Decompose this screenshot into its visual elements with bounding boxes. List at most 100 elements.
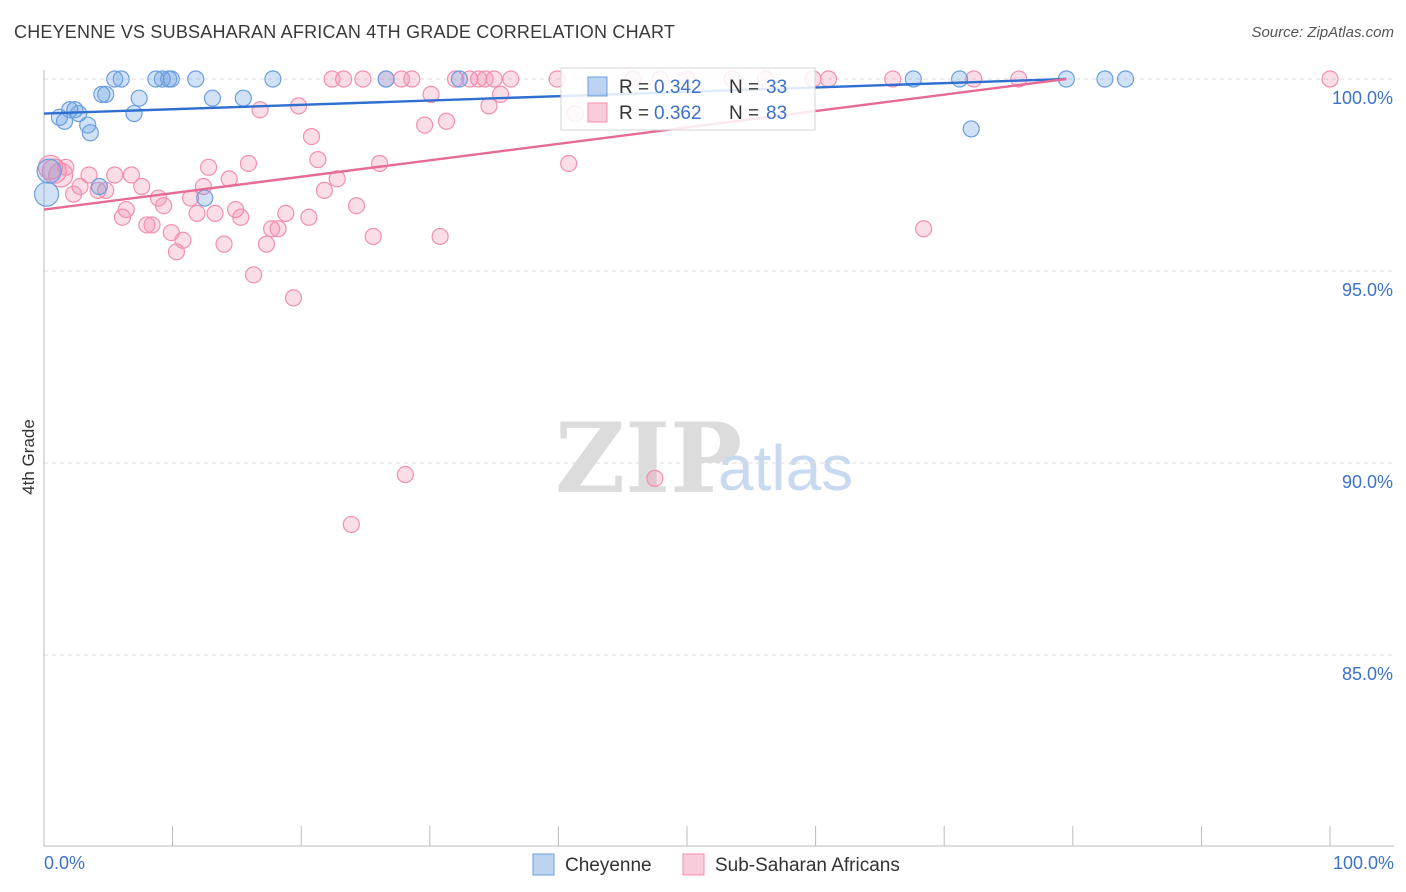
y-tick-label-3: 85.0% xyxy=(1342,664,1393,684)
cheyenne-point-14 xyxy=(125,104,143,123)
subsaharan-point-81 xyxy=(1321,70,1339,88)
cheyenne-point-29 xyxy=(962,120,980,138)
legend-swatch-subsaharan-bottom xyxy=(682,853,705,876)
legend-n-value-cheyenne: 33 xyxy=(766,77,787,98)
cheyenne-trend-line xyxy=(43,77,1067,115)
legend-label-subsaharan: Sub-Saharan Africans xyxy=(715,855,900,876)
x-tick-label-min: 0.0% xyxy=(44,853,85,873)
legend-swatch-cheyenne xyxy=(587,76,608,97)
cheyenne-point-23 xyxy=(234,89,252,107)
subsaharan-point-80 xyxy=(1010,70,1028,88)
subsaharan-point-17 xyxy=(154,197,173,215)
cheyenne-point-12 xyxy=(106,70,124,88)
cheyenne-point-26 xyxy=(450,70,468,88)
watermark-atlas: atlas xyxy=(718,432,853,504)
subsaharan-point-46 xyxy=(342,515,360,534)
subsaharan-point-41 xyxy=(309,151,327,169)
cheyenne-point-32 xyxy=(1116,70,1135,88)
cheyenne-point-8 xyxy=(81,124,99,142)
subsaharan-point-29 xyxy=(232,208,250,226)
subsaharan-point-34 xyxy=(263,220,281,238)
subsaharan-point-25 xyxy=(206,204,224,222)
trend-lines xyxy=(43,77,1067,211)
subsaharan-point-36 xyxy=(277,204,295,222)
subsaharan-point-82 xyxy=(646,469,664,487)
legend-swatch-subsaharan xyxy=(587,102,608,123)
cheyenne-point-0 xyxy=(33,181,60,207)
subsaharan-point-53 xyxy=(396,465,414,484)
subsaharan-point-20 xyxy=(174,231,192,249)
subsaharan-point-33 xyxy=(257,235,276,253)
cheyenne-point-17 xyxy=(153,70,171,88)
subsaharan-point-6 xyxy=(80,166,98,184)
subsaharan-point-56 xyxy=(422,85,440,103)
subsaharan-point-57 xyxy=(431,227,449,246)
subsaharan-point-42 xyxy=(315,181,333,199)
x-ticks xyxy=(43,826,1331,846)
subsaharan-point-40 xyxy=(302,128,321,146)
y-tick-label-1: 95.0% xyxy=(1342,280,1393,300)
subsaharan-point-1 xyxy=(41,158,67,184)
subsaharan-point-54 xyxy=(403,70,421,88)
y-axis-title: 4th Grade xyxy=(19,419,38,495)
subsaharan-point-62 xyxy=(476,70,494,88)
subsaharan-point-13 xyxy=(133,177,151,196)
legend-r-label-cheyenne: R = xyxy=(619,77,649,98)
subsaharan-point-47 xyxy=(347,197,366,215)
subsaharan-point-48 xyxy=(354,70,372,88)
subsaharan-point-76 xyxy=(819,70,838,88)
x-tick-label-max: 100.0% xyxy=(1333,853,1394,873)
subsaharan-point-11 xyxy=(117,200,135,219)
subsaharan-point-65 xyxy=(491,85,510,103)
cheyenne-point-19 xyxy=(162,70,180,88)
subsaharan-point-12 xyxy=(122,166,141,184)
cheyenne-point-20 xyxy=(187,70,205,88)
legend-r-value-cheyenne: 0.342 xyxy=(654,77,702,98)
cheyenne-point-21 xyxy=(196,189,214,207)
watermark-zip: ZIP xyxy=(555,402,742,515)
subsaharan-point-49 xyxy=(364,227,382,246)
legend-swatch-cheyenne-bottom xyxy=(532,853,555,876)
subsaharan-point-50 xyxy=(371,154,389,173)
subsaharan-point-44 xyxy=(328,170,346,188)
cheyenne-point-28 xyxy=(951,70,969,88)
subsaharan-point-26 xyxy=(215,235,233,253)
subsaharan-point-78 xyxy=(915,220,933,238)
y-tick-label-0: 100.0% xyxy=(1332,88,1393,108)
subsaharan-point-77 xyxy=(884,70,902,88)
subsaharan-point-64 xyxy=(485,70,503,88)
subsaharan-point-3 xyxy=(57,158,75,176)
axes xyxy=(43,70,1394,847)
legend-r-label-subsaharan: R = xyxy=(619,103,649,124)
correlation-legend: R = 0.342 N = 33 R = 0.362 N = 83 xyxy=(560,67,816,131)
subsaharan-point-24 xyxy=(200,158,218,176)
legend-n-label-subsaharan: N = xyxy=(729,103,759,124)
cheyenne-point-31 xyxy=(1096,70,1114,88)
cheyenne-point-11 xyxy=(97,85,115,103)
subsaharan-point-55 xyxy=(416,116,434,134)
subsaharan-point-32 xyxy=(251,101,269,119)
cheyenne-point-9 xyxy=(90,177,108,196)
cheyenne-point-24 xyxy=(264,70,282,88)
subsaharan-point-15 xyxy=(143,216,161,234)
subsaharan-point-5 xyxy=(71,177,89,196)
cheyenne-point-22 xyxy=(203,89,222,107)
subsaharan-point-45 xyxy=(335,70,353,88)
chart-source: Source: ZipAtlas.com xyxy=(1251,24,1394,41)
subsaharan-point-58 xyxy=(437,112,456,130)
cheyenne-point-1 xyxy=(36,158,62,184)
series-legend: Cheyenne Sub-Saharan Africans xyxy=(532,853,900,876)
subsaharan-point-22 xyxy=(188,204,206,222)
chart-title: CHEYENNE VS SUBSAHARAN AFRICAN 4TH GRADE… xyxy=(14,22,676,42)
legend-box-frame xyxy=(560,67,816,131)
watermark: ZIP atlas xyxy=(555,402,853,515)
cheyenne-point-25 xyxy=(377,70,395,88)
subsaharan-point-14 xyxy=(138,216,156,234)
series-subsaharan-points xyxy=(37,70,1339,534)
subsaharan-point-9 xyxy=(106,166,124,184)
legend-n-value-subsaharan: 83 xyxy=(766,103,787,124)
cheyenne-point-15 xyxy=(130,89,148,107)
subsaharan-point-59 xyxy=(446,70,465,88)
subsaharan-point-68 xyxy=(560,154,578,173)
